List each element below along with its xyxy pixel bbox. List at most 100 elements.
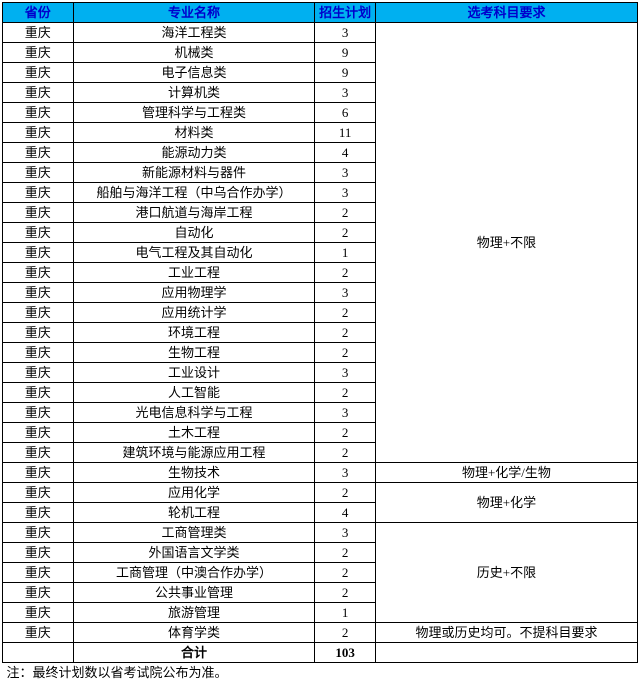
cell-plan: 2 — [315, 223, 375, 243]
cell-plan: 2 — [315, 483, 375, 503]
header-plan: 招生计划 — [315, 3, 375, 23]
cell-requirement: 历史+不限 — [375, 523, 637, 623]
cell-plan: 2 — [315, 343, 375, 363]
cell-major: 材料类 — [73, 123, 315, 143]
cell-plan: 3 — [315, 403, 375, 423]
cell-major: 应用化学 — [73, 483, 315, 503]
cell-major: 人工智能 — [73, 383, 315, 403]
cell-province: 重庆 — [3, 143, 74, 163]
cell-plan: 2 — [315, 323, 375, 343]
cell-province: 重庆 — [3, 463, 74, 483]
admissions-table: 省份 专业名称 招生计划 选考科目要求 重庆海洋工程类3物理+不限重庆机械类9重… — [2, 2, 638, 682]
cell-province: 重庆 — [3, 203, 74, 223]
cell-plan: 2 — [315, 443, 375, 463]
cell-province: 重庆 — [3, 163, 74, 183]
cell-major: 自动化 — [73, 223, 315, 243]
cell-province: 重庆 — [3, 523, 74, 543]
cell-major: 应用统计学 — [73, 303, 315, 323]
cell-major: 工商管理类 — [73, 523, 315, 543]
cell-requirement: 物理+化学/生物 — [375, 463, 637, 483]
cell-major: 生物工程 — [73, 343, 315, 363]
cell-major: 电气工程及其自动化 — [73, 243, 315, 263]
cell-major: 港口航道与海岸工程 — [73, 203, 315, 223]
cell-province: 重庆 — [3, 343, 74, 363]
header-province: 省份 — [3, 3, 74, 23]
cell-major: 环境工程 — [73, 323, 315, 343]
header-row: 省份 专业名称 招生计划 选考科目要求 — [3, 3, 638, 23]
cell-province: 重庆 — [3, 423, 74, 443]
cell-major: 能源动力类 — [73, 143, 315, 163]
cell-plan: 2 — [315, 263, 375, 283]
cell-major: 建筑环境与能源应用工程 — [73, 443, 315, 463]
cell-requirement: 物理+不限 — [375, 23, 637, 463]
cell-plan: 9 — [315, 63, 375, 83]
cell-province: 重庆 — [3, 363, 74, 383]
total-blank — [3, 643, 74, 663]
cell-province: 重庆 — [3, 183, 74, 203]
cell-plan: 3 — [315, 23, 375, 43]
cell-plan: 2 — [315, 583, 375, 603]
cell-major: 管理科学与工程类 — [73, 103, 315, 123]
cell-major: 旅游管理 — [73, 603, 315, 623]
cell-major: 船舶与海洋工程（中乌合作办学） — [73, 183, 315, 203]
cell-major: 电子信息类 — [73, 63, 315, 83]
cell-province: 重庆 — [3, 483, 74, 503]
total-label: 合计 — [73, 643, 315, 663]
cell-plan: 2 — [315, 543, 375, 563]
header-major: 专业名称 — [73, 3, 315, 23]
cell-province: 重庆 — [3, 383, 74, 403]
cell-major: 公共事业管理 — [73, 583, 315, 603]
cell-plan: 3 — [315, 183, 375, 203]
cell-province: 重庆 — [3, 503, 74, 523]
cell-requirement: 物理或历史均可。不提科目要求 — [375, 623, 637, 643]
cell-province: 重庆 — [3, 443, 74, 463]
cell-major: 计算机类 — [73, 83, 315, 103]
cell-major: 生物技术 — [73, 463, 315, 483]
cell-plan: 3 — [315, 363, 375, 383]
cell-province: 重庆 — [3, 563, 74, 583]
cell-plan: 4 — [315, 143, 375, 163]
cell-province: 重庆 — [3, 623, 74, 643]
footnote-text: 注：最终计划数以省考试院公布为准。 — [3, 663, 638, 683]
cell-plan: 2 — [315, 623, 375, 643]
cell-province: 重庆 — [3, 403, 74, 423]
cell-major: 体育学类 — [73, 623, 315, 643]
cell-province: 重庆 — [3, 123, 74, 143]
cell-plan: 2 — [315, 303, 375, 323]
table-row: 重庆体育学类2物理或历史均可。不提科目要求 — [3, 623, 638, 643]
cell-province: 重庆 — [3, 603, 74, 623]
cell-province: 重庆 — [3, 263, 74, 283]
cell-plan: 4 — [315, 503, 375, 523]
cell-major: 应用物理学 — [73, 283, 315, 303]
cell-major: 轮机工程 — [73, 503, 315, 523]
cell-province: 重庆 — [3, 43, 74, 63]
cell-province: 重庆 — [3, 83, 74, 103]
table-row: 重庆海洋工程类3物理+不限 — [3, 23, 638, 43]
cell-province: 重庆 — [3, 223, 74, 243]
cell-province: 重庆 — [3, 283, 74, 303]
cell-major: 工业设计 — [73, 363, 315, 383]
footnote-row: 注：最终计划数以省考试院公布为准。 — [3, 663, 638, 683]
cell-province: 重庆 — [3, 63, 74, 83]
cell-plan: 2 — [315, 383, 375, 403]
cell-major: 光电信息科学与工程 — [73, 403, 315, 423]
cell-major: 工业工程 — [73, 263, 315, 283]
cell-province: 重庆 — [3, 543, 74, 563]
cell-plan: 1 — [315, 243, 375, 263]
cell-plan: 9 — [315, 43, 375, 63]
table-row: 重庆生物技术3物理+化学/生物 — [3, 463, 638, 483]
cell-major: 外国语言文学类 — [73, 543, 315, 563]
cell-province: 重庆 — [3, 243, 74, 263]
cell-province: 重庆 — [3, 583, 74, 603]
cell-plan: 3 — [315, 283, 375, 303]
total-blank2 — [375, 643, 637, 663]
total-value: 103 — [315, 643, 375, 663]
cell-plan: 3 — [315, 463, 375, 483]
cell-plan: 6 — [315, 103, 375, 123]
cell-province: 重庆 — [3, 323, 74, 343]
header-requirement: 选考科目要求 — [375, 3, 637, 23]
cell-major: 新能源材料与器件 — [73, 163, 315, 183]
cell-major: 工商管理（中澳合作办学） — [73, 563, 315, 583]
cell-plan: 2 — [315, 203, 375, 223]
cell-requirement: 物理+化学 — [375, 483, 637, 523]
